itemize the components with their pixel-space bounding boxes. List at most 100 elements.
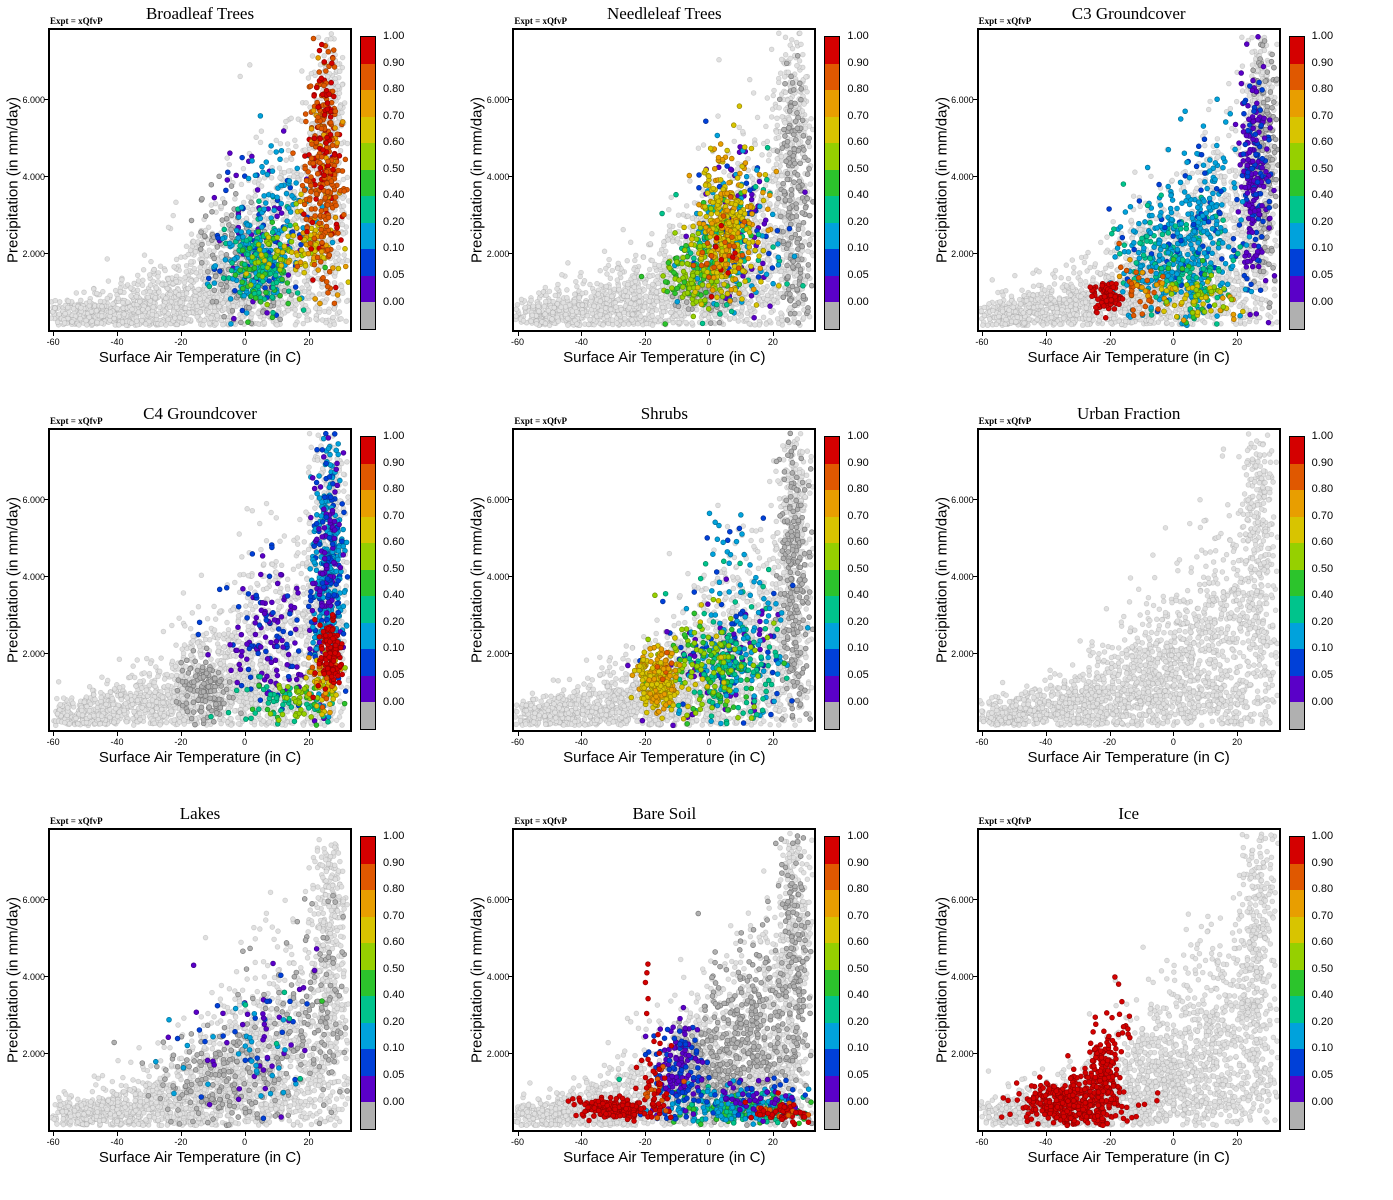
colorbar-segment <box>1289 1022 1304 1050</box>
x-tick-label: -20 <box>174 337 188 347</box>
x-tick-label: -60 <box>46 737 60 747</box>
colorbar-label: 0.10 <box>1311 642 1334 655</box>
colorbar-label: 0.80 <box>383 83 405 96</box>
plot-frame <box>512 28 817 332</box>
colorbar-label: 0.70 <box>1311 509 1334 522</box>
x-tick-label: 0 <box>242 337 248 347</box>
colorbar-label: 0.80 <box>383 883 405 896</box>
x-tick-label: 0 <box>242 1137 248 1147</box>
y-tick-mark <box>508 653 513 655</box>
scatter-panel: Lakes Expt = xQfvP Precipitation (in mm/… <box>0 800 464 1200</box>
x-tick-label: -20 <box>1102 337 1117 347</box>
x-axis-label: Surface Air Temperature (in C) <box>98 349 302 366</box>
x-tick-mark <box>1045 732 1047 736</box>
x-tick-label: -40 <box>110 1137 124 1147</box>
scatter-panel: Ice Expt = xQfvP Precipitation (in mm/da… <box>929 800 1393 1200</box>
colorbar-segment <box>825 1102 840 1130</box>
colorbar-segment <box>1289 543 1304 570</box>
colorbar-segment <box>361 702 375 730</box>
x-tick-label: -60 <box>511 737 525 747</box>
colorbar-label: 0.80 <box>1311 83 1334 96</box>
colorbar-label: 0.40 <box>847 989 869 1002</box>
colorbar-label: 0.10 <box>1311 1042 1334 1055</box>
colorbar-label: 0.60 <box>1311 536 1334 549</box>
y-tick-label: 2.000 <box>22 648 45 659</box>
colorbar-label: 0.05 <box>1311 1068 1334 1081</box>
colorbar-segment <box>1289 196 1304 223</box>
x-tick-label: -40 <box>1039 737 1053 747</box>
y-tick-label: 6.000 <box>22 494 45 505</box>
colorbar-segment <box>361 169 375 197</box>
x-tick-label: 0 <box>706 337 712 347</box>
colorbar-label: 0.10 <box>383 242 405 255</box>
colorbar-label: 0.05 <box>383 668 405 681</box>
x-tick-label: -20 <box>1102 1137 1117 1147</box>
experiment-label: Expt = xQfvP <box>514 416 567 426</box>
x-tick-label: -60 <box>46 337 60 347</box>
y-tick-label: 6.000 <box>486 94 510 105</box>
x-tick-label: -60 <box>511 1137 525 1147</box>
x-axis-label: Surface Air Temperature (in C) <box>1027 349 1230 366</box>
y-tick-mark <box>508 899 513 901</box>
colorbar <box>360 836 376 1131</box>
colorbar-label: 0.80 <box>847 883 869 896</box>
colorbar-label: 1.00 <box>1311 30 1334 42</box>
x-tick-label: -60 <box>975 737 989 747</box>
colorbar-label: 0.70 <box>847 109 869 122</box>
x-tick-label: 20 <box>1232 1137 1243 1147</box>
y-tick-label: 2.000 <box>951 1048 974 1059</box>
plot-frame <box>976 28 1281 332</box>
y-tick-mark <box>508 99 513 101</box>
colorbar-segment <box>1289 437 1304 464</box>
x-tick-mark <box>517 732 519 736</box>
y-tick-label: 4.000 <box>22 171 45 182</box>
x-tick-mark <box>517 1132 519 1136</box>
colorbar-segment <box>1289 143 1304 170</box>
colorbar-label: 0.00 <box>383 1095 405 1108</box>
x-tick-label: -40 <box>1039 1137 1053 1147</box>
plot-frame <box>512 828 817 1132</box>
colorbar-label: 0.90 <box>847 456 869 469</box>
colorbar-label: 0.90 <box>1311 856 1334 869</box>
plot-frame <box>976 828 1281 1132</box>
colorbar-label: 0.40 <box>1311 189 1334 202</box>
x-tick-label: 20 <box>767 1137 778 1147</box>
colorbar-segment <box>361 63 375 91</box>
colorbar-segment <box>361 675 375 703</box>
x-tick-label: -20 <box>638 1137 652 1147</box>
colorbar-segment <box>1289 1075 1304 1103</box>
y-tick-label: 2.000 <box>486 1048 510 1059</box>
colorbar-label: 0.20 <box>383 1015 405 1028</box>
colorbar-label: 0.70 <box>383 909 405 922</box>
colorbar-label: 0.60 <box>383 536 405 549</box>
colorbar-label: 0.80 <box>1311 883 1334 896</box>
x-tick-label: 20 <box>1232 337 1243 347</box>
x-tick-label: 0 <box>1170 337 1176 347</box>
x-tick-mark <box>981 732 983 736</box>
y-tick-mark <box>972 99 977 101</box>
colorbar-label: 0.00 <box>383 295 405 308</box>
scatter-panel: Shrubs Expt = xQfvP Precipitation (in mm… <box>464 400 928 800</box>
colorbar-label: 0.90 <box>1311 456 1334 469</box>
x-tick-label: 0 <box>1170 737 1176 747</box>
colorbar-segment <box>1289 675 1304 703</box>
colorbar-segment <box>825 569 840 597</box>
x-tick-mark <box>53 1132 55 1136</box>
x-tick-label: -40 <box>110 337 124 347</box>
colorbar-label: 0.05 <box>847 1068 869 1081</box>
x-tick-mark <box>1237 1132 1239 1136</box>
colorbar-segment <box>361 649 375 676</box>
y-tick-mark <box>508 1053 513 1055</box>
x-tick-mark <box>772 732 774 736</box>
x-tick-label: -20 <box>638 737 652 747</box>
colorbar <box>1288 836 1305 1131</box>
colorbar-label: 0.50 <box>847 562 869 575</box>
colorbar-label: 0.60 <box>847 136 869 149</box>
x-tick-mark <box>645 732 647 736</box>
scatter-panel: Broadleaf Trees Expt = xQfvP Precipitati… <box>0 0 464 400</box>
y-tick-mark <box>44 253 48 255</box>
colorbar <box>1288 36 1305 331</box>
colorbar-segment <box>1289 702 1304 730</box>
y-tick-mark <box>972 499 977 501</box>
colorbar-label: 0.90 <box>847 856 869 869</box>
